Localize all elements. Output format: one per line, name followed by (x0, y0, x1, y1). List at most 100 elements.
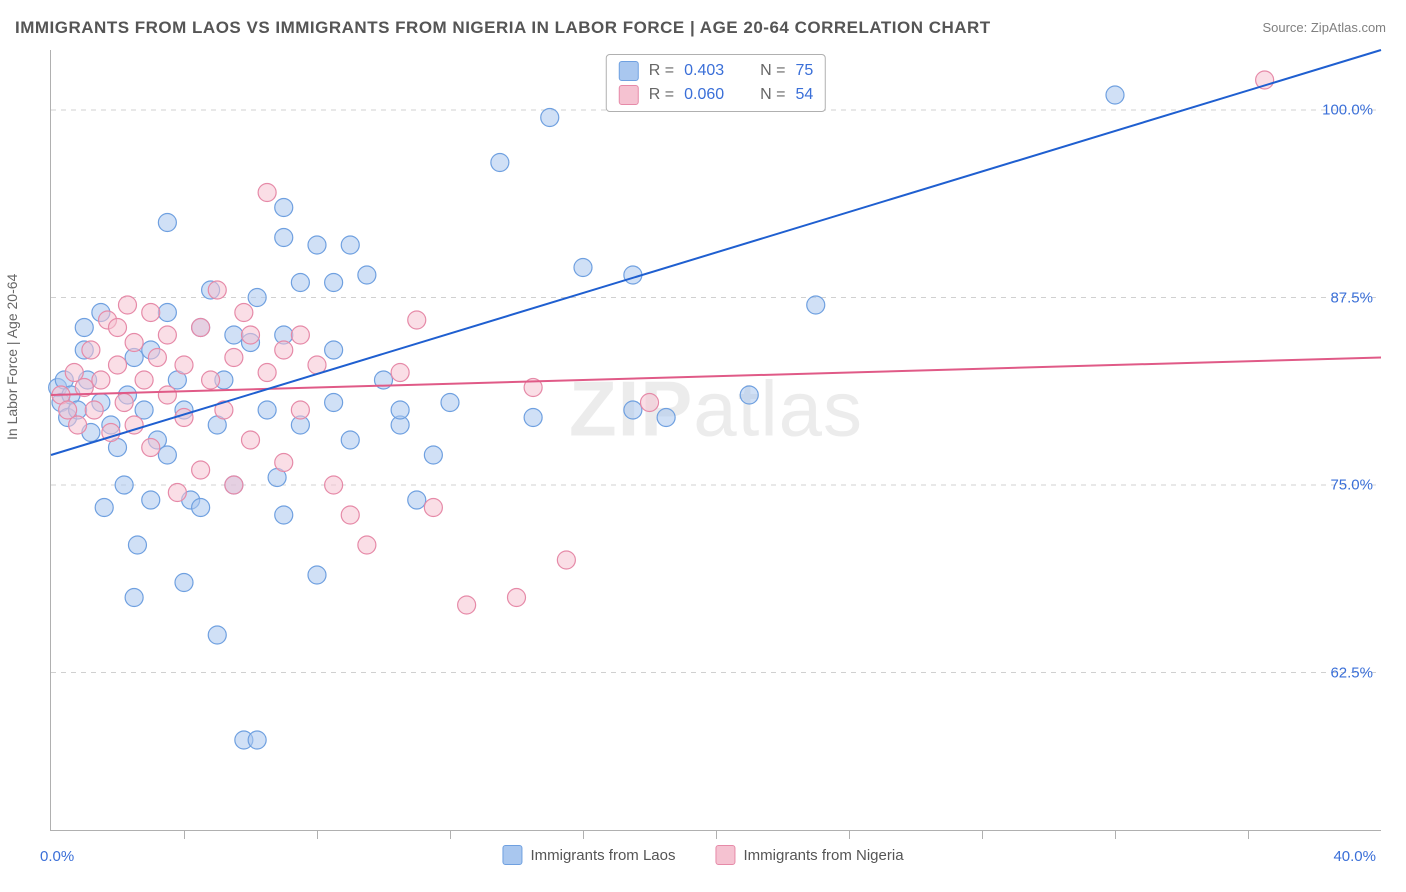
data-point (308, 236, 326, 254)
scatter-laos (49, 86, 1124, 749)
data-point (541, 109, 559, 127)
data-point (358, 266, 376, 284)
y-tick-label: 100.0% (1322, 102, 1373, 119)
data-point (158, 446, 176, 464)
data-point (491, 154, 509, 172)
data-point (69, 416, 87, 434)
data-point (258, 401, 276, 419)
x-axis-max-label: 40.0% (1333, 848, 1376, 865)
data-point (142, 491, 160, 509)
data-point (291, 326, 309, 344)
data-point (258, 184, 276, 202)
data-point (225, 326, 243, 344)
y-axis-title: In Labor Force | Age 20-64 (4, 274, 20, 440)
data-point (192, 461, 210, 479)
data-point (248, 731, 266, 749)
data-point (242, 326, 260, 344)
data-point (158, 304, 176, 322)
data-point (118, 296, 136, 314)
data-point (508, 589, 526, 607)
data-point (807, 296, 825, 314)
data-point (325, 476, 343, 494)
data-point (275, 506, 293, 524)
n-label: N = (760, 59, 785, 83)
data-point (258, 364, 276, 382)
swatch-nigeria-icon (619, 85, 639, 105)
data-point (291, 401, 309, 419)
data-point (657, 409, 675, 427)
plot-svg (51, 50, 1381, 830)
x-tick (982, 830, 983, 839)
data-point (391, 401, 409, 419)
data-point (308, 566, 326, 584)
data-point (142, 304, 160, 322)
data-point (158, 214, 176, 232)
x-tick (1248, 830, 1249, 839)
r-label: R = (649, 83, 674, 107)
legend-item-nigeria: Immigrants from Nigeria (716, 845, 904, 865)
n-value-laos: 75 (795, 59, 813, 83)
data-point (341, 236, 359, 254)
data-point (740, 386, 758, 404)
legend-row-nigeria: R = 0.060 N = 54 (619, 83, 813, 107)
data-point (275, 229, 293, 247)
series-label-laos: Immigrants from Laos (530, 847, 675, 864)
chart-container: IMMIGRANTS FROM LAOS VS IMMIGRANTS FROM … (0, 0, 1406, 892)
data-point (557, 551, 575, 569)
y-tick-label: 75.0% (1330, 477, 1373, 494)
data-point (92, 371, 110, 389)
data-point (424, 499, 442, 517)
r-label: R = (649, 59, 674, 83)
data-point (82, 341, 100, 359)
data-point (275, 341, 293, 359)
data-point (641, 394, 659, 412)
x-tick (849, 830, 850, 839)
data-point (325, 274, 343, 292)
data-point (192, 499, 210, 517)
data-point (325, 394, 343, 412)
data-point (275, 199, 293, 217)
data-point (391, 364, 409, 382)
trend-line (51, 358, 1381, 396)
data-point (75, 319, 93, 337)
n-value-nigeria: 54 (795, 83, 813, 107)
data-point (524, 409, 542, 427)
data-point (275, 454, 293, 472)
data-point (408, 491, 426, 509)
data-point (341, 431, 359, 449)
data-point (341, 506, 359, 524)
swatch-nigeria-icon (716, 845, 736, 865)
data-point (192, 319, 210, 337)
data-point (424, 446, 442, 464)
data-point (1106, 86, 1124, 104)
r-value-nigeria: 0.060 (684, 83, 736, 107)
plot-area: ZIPatlas R = 0.403 N = 75 R = 0.060 N = … (50, 50, 1381, 831)
data-point (208, 626, 226, 644)
source-label: Source: ZipAtlas.com (1262, 20, 1386, 35)
data-point (128, 536, 146, 554)
x-axis-min-label: 0.0% (40, 848, 74, 865)
data-point (85, 401, 103, 419)
swatch-laos-icon (619, 61, 639, 81)
gridlines (51, 110, 1381, 673)
data-point (624, 401, 642, 419)
data-point (202, 371, 220, 389)
data-point (109, 356, 127, 374)
data-point (175, 409, 193, 427)
data-point (225, 349, 243, 367)
data-point (109, 319, 127, 337)
x-tick (716, 830, 717, 839)
legend-item-laos: Immigrants from Laos (502, 845, 675, 865)
data-point (142, 439, 160, 457)
data-point (408, 311, 426, 329)
x-tick (184, 830, 185, 839)
x-tick (450, 830, 451, 839)
data-point (168, 484, 186, 502)
data-point (158, 326, 176, 344)
data-point (225, 476, 243, 494)
data-point (175, 574, 193, 592)
data-point (574, 259, 592, 277)
data-point (291, 274, 309, 292)
data-point (115, 476, 133, 494)
x-tick (317, 830, 318, 839)
